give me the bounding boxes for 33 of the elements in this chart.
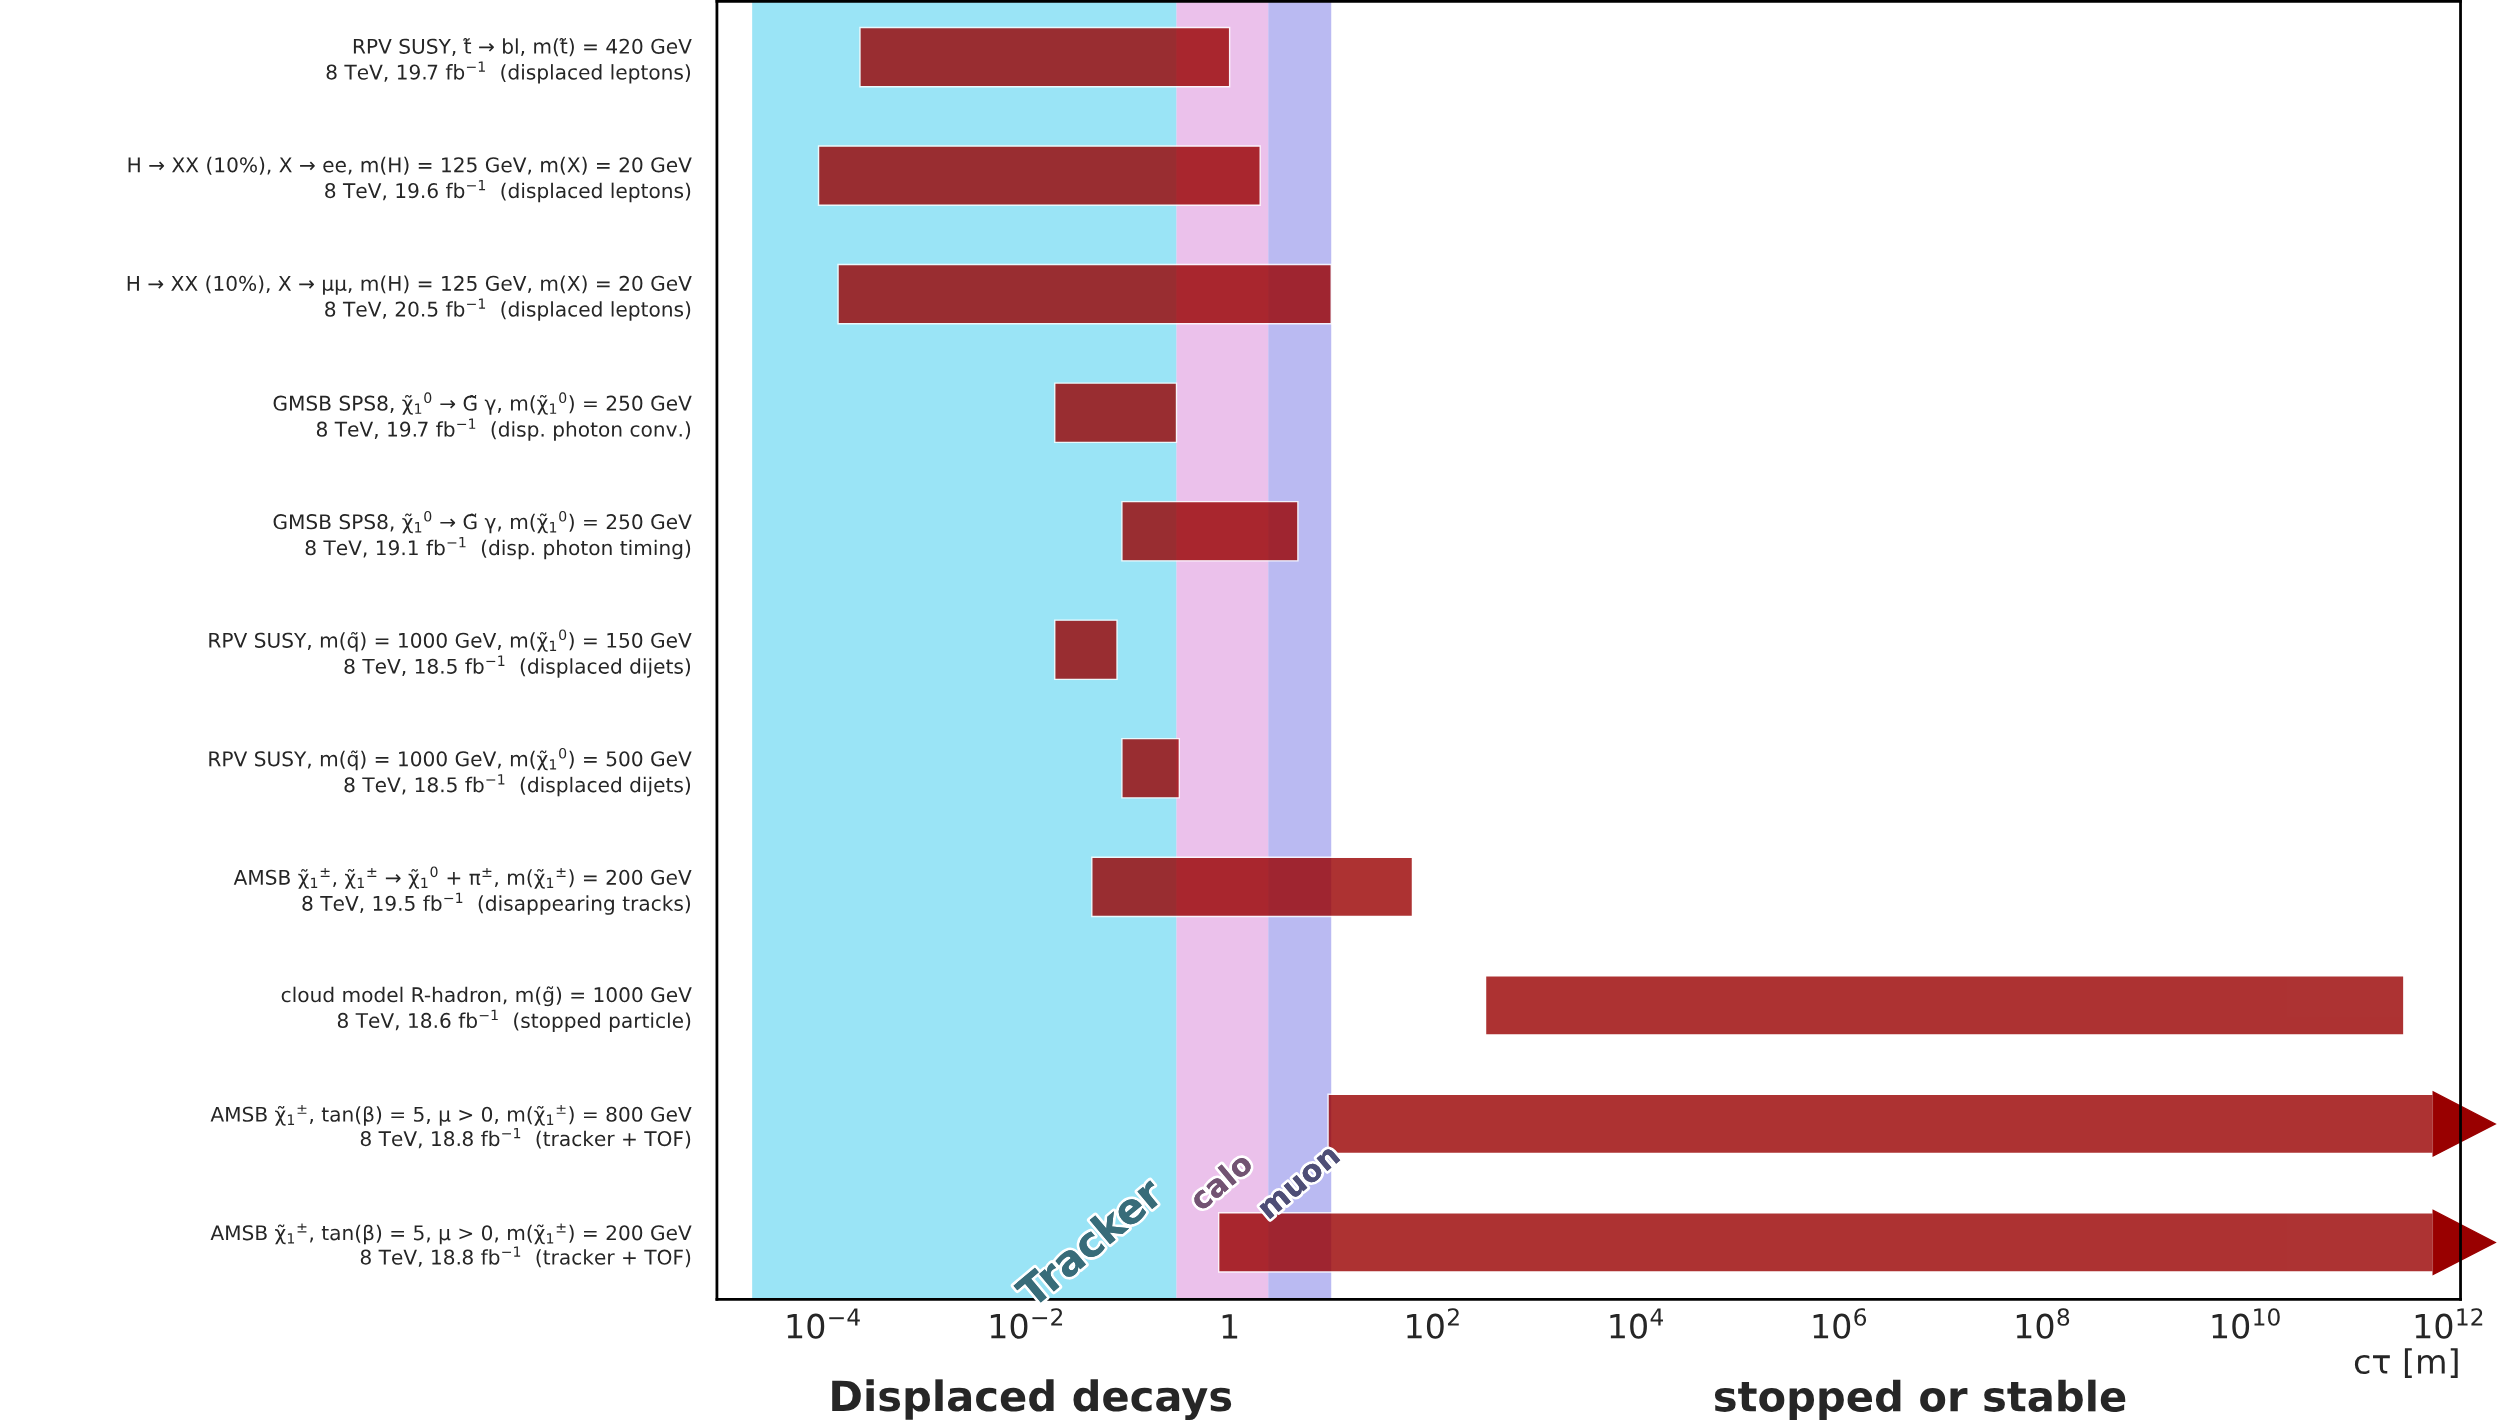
bar — [1091, 856, 1414, 918]
bar — [1484, 975, 2405, 1036]
band-label: calo — [1186, 1150, 1254, 1212]
bar — [1054, 619, 1118, 681]
bar — [837, 263, 1332, 325]
category-label: AMSB χ̃$_{1}$$^{±}$, tan(β) = 5, μ > 0, m(χ̃$_{1}$$^{±}$) = 800 GeV 8 TeV, 18.8 fb$^{−1}$ (tracker + TOF) — [210, 1105, 692, 1149]
category-label: RPV SUSY, m(q̃) = 1000 GeV, m(χ̃$_{1}$$^{0}$) = 150 GeV 8 TeV, 18.5 fb$^{−1}$ (displaced dijets) — [209, 629, 692, 678]
y-tick-label: RPV SUSY, t̃ → bl, m(t̃) = 420 GeV 8 TeV, 19.7 fb$^{−1}$ (displaced leptons) — [326, 37, 692, 84]
x-tick-label: 10$^{6}$ — [1813, 1308, 1867, 1339]
x-tick-label: 10$^{10}$ — [2212, 1308, 2280, 1339]
x-tick-label: 10$^{4}$ — [1610, 1308, 1664, 1339]
text: stopped or stable — [1714, 1379, 2126, 1420]
category-label: AMSB χ̃$_{1}$$^{±}$, χ̃$_{1}$$^{±}$ → χ̃$_{1}$$^{0}$ + π$^{±}$, m(χ̃$_{1}$$^{±}$) = 200 GeV 8 TeV, 19.5 fb$^{−1}$ (disappearing tracks) — [233, 866, 692, 915]
x-tick-label: 10$^{2}$ — [1407, 1308, 1459, 1339]
x-tick-label: 10$^{8}$ — [2016, 1308, 2070, 1339]
category-label: GMSB SPS8, χ̃$_{1}$$^{0}$ → G̃ γ, m(χ̃$_{1}$$^{0}$) = 250 GeV 8 TeV, 19.1 fb$^{−1}$ (disp. photon timing) — [273, 510, 692, 560]
bar — [1121, 500, 1299, 562]
y-tick-label: cloud model R-hadron, m(g̃) = 1000 GeV 8 TeV, 18.6 fb$^{−1}$ (stopped particle) — [281, 986, 692, 1033]
category-label: RPV SUSY, m(q̃) = 1000 GeV, m(χ̃$_{1}$$^{0}$) = 500 GeV 8 TeV, 18.5 fb$^{−1}$ (displaced dijets) — [209, 747, 692, 797]
x-axis-title: cτ [m] — [2354, 1348, 2458, 1378]
category-label: GMSB SPS8, χ̃$_{1}$$^{0}$ → G̃ γ, m(χ̃$_{1}$$^{0}$) = 250 GeV 8 TeV, 19.7 fb$^{−1}$ (disp. photon conv.) — [273, 392, 692, 441]
text: Displaced decays — [832, 1379, 1232, 1420]
x-tick-label: 1 — [1222, 1314, 1238, 1339]
category-label: AMSB χ̃$_{1}$$^{±}$, tan(β) = 5, μ > 0, m(χ̃$_{1}$$^{±}$) = 200 GeV 8 TeV, 18.8 fb$^{−1}$ (tracker + TOF) — [210, 1223, 692, 1268]
x-tick-label: 10$^{12}$ — [2415, 1308, 2483, 1339]
bar — [859, 26, 1231, 88]
x-tick-label: 10$^{−2}$ — [990, 1308, 1063, 1339]
bar — [1054, 382, 1178, 444]
bar — [817, 145, 1261, 206]
y-tick-label: H → XX (10%), X → ee, m(H) = 125 GeV, m(X) = 20 GeV 8 TeV, 19.6 fb$^{−1}$ (displaced leptons) — [128, 156, 692, 203]
bar — [1121, 737, 1181, 799]
y-tick-label: H → XX (10%), X → μμ, m(H) = 125 GeV, m(X) = 20 GeV 8 TeV, 20.5 fb$^{−1}$ (displaced leptons) — [127, 275, 692, 321]
x-tick-label: 10$^{−4}$ — [787, 1308, 860, 1339]
